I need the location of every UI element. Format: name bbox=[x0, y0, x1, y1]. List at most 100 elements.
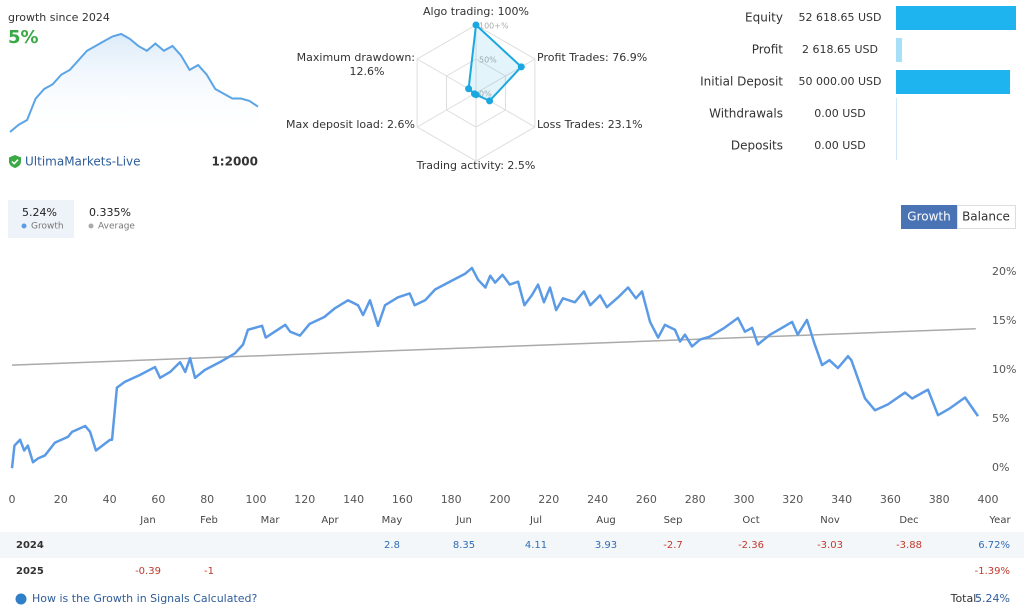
month-value: -2.36 bbox=[738, 540, 764, 551]
legend-summary: 0.335% bbox=[89, 206, 131, 219]
legend-label: Average bbox=[98, 222, 135, 232]
month-header: May bbox=[382, 515, 403, 526]
bar-label: Equity bbox=[745, 11, 783, 25]
bar-value-label: 2 618.65 USD bbox=[802, 43, 878, 56]
x-tick-label: 340 bbox=[831, 493, 852, 506]
bar-value-label: 50 000.00 USD bbox=[799, 75, 882, 88]
month-value: 3.93 bbox=[595, 540, 617, 551]
series-line bbox=[10, 266, 980, 469]
radar-label: Maximum drawdown: 12.6% bbox=[297, 51, 415, 78]
help-icon bbox=[15, 593, 27, 605]
month-header: Aug bbox=[596, 515, 616, 526]
bar-label: Withdrawals bbox=[709, 107, 783, 121]
x-tick-label: 380 bbox=[929, 493, 950, 506]
legend-label: Growth bbox=[31, 222, 64, 232]
month-header: Jul bbox=[529, 515, 542, 526]
month-header: Jun bbox=[455, 515, 472, 526]
radar-ring bbox=[416, 24, 536, 162]
x-tick-label: 120 bbox=[294, 493, 315, 506]
x-tick-label: 80 bbox=[200, 493, 214, 506]
radar-tick-label: 100+% bbox=[479, 22, 509, 31]
x-tick-label: 160 bbox=[392, 493, 413, 506]
growth-value: 5% bbox=[8, 27, 39, 48]
month-header: Sep bbox=[664, 515, 683, 526]
month-value: -3.88 bbox=[896, 540, 922, 551]
x-tick-label: 400 bbox=[978, 493, 999, 506]
x-tick-label: 20 bbox=[54, 493, 68, 506]
growth-label: growth since 2024 bbox=[8, 11, 110, 24]
bar-value-label: 52 618.65 USD bbox=[799, 11, 882, 24]
x-tick-label: 280 bbox=[685, 493, 706, 506]
series-line bbox=[11, 328, 976, 366]
leverage: 1:2000 bbox=[211, 155, 258, 169]
verified-icon bbox=[9, 155, 21, 168]
radar-point bbox=[472, 21, 480, 29]
tab-label[interactable]: Balance bbox=[962, 210, 1010, 224]
bar bbox=[896, 70, 1011, 94]
legend-swatch bbox=[88, 223, 94, 229]
radar-value: 100% bbox=[498, 5, 529, 18]
month-value: 4.11 bbox=[525, 540, 547, 551]
summary-active-bg bbox=[8, 200, 74, 238]
radar-label: Trading activity: 2.5% bbox=[416, 159, 536, 172]
month-header: Dec bbox=[899, 515, 918, 526]
radar-category: Profit Trades: bbox=[537, 51, 609, 64]
month-header: Feb bbox=[200, 515, 218, 526]
broker-link[interactable]: UltimaMarkets-Live bbox=[25, 155, 141, 169]
tab-active[interactable] bbox=[901, 205, 957, 229]
month-header: Apr bbox=[321, 515, 339, 526]
tab-label[interactable]: Growth bbox=[907, 210, 950, 224]
row-year: 2025 bbox=[16, 566, 44, 577]
y-tick-label: 0% bbox=[992, 461, 1009, 474]
radar-category: Loss Trades: bbox=[537, 118, 604, 131]
x-tick-label: 200 bbox=[490, 493, 511, 506]
radar-point bbox=[517, 63, 525, 71]
radar-label: Loss Trades: 23.1% bbox=[537, 118, 643, 131]
month-header: Mar bbox=[261, 515, 281, 526]
x-tick-label: 140 bbox=[343, 493, 364, 506]
radar-category: Algo trading: bbox=[423, 5, 494, 18]
bar-value-label: 0.00 USD bbox=[814, 139, 866, 152]
y-tick-label: 15% bbox=[992, 314, 1016, 327]
y-tick-label: 10% bbox=[992, 363, 1016, 376]
verified-check bbox=[11, 159, 19, 165]
radar-value: 23.1% bbox=[608, 118, 643, 131]
month-value: 2.8 bbox=[384, 540, 400, 551]
radar-label: Profit Trades: 76.9% bbox=[537, 51, 647, 64]
x-tick-label: 220 bbox=[538, 493, 559, 506]
month-header: Year bbox=[988, 515, 1011, 526]
sparkline-area bbox=[10, 34, 258, 138]
x-tick-label: 300 bbox=[734, 493, 755, 506]
x-tick-label: 180 bbox=[441, 493, 462, 506]
bar-value-label: 0.00 USD bbox=[814, 107, 866, 120]
radar-category: Trading activity: bbox=[416, 159, 504, 172]
year-total: -1.39% bbox=[975, 566, 1010, 577]
help-link[interactable]: How is the Growth in Signals Calculated? bbox=[32, 592, 258, 605]
tab[interactable] bbox=[957, 205, 1016, 229]
bar bbox=[896, 6, 1016, 30]
month-header: Nov bbox=[820, 515, 840, 526]
total-value: 5.24% bbox=[975, 592, 1010, 605]
x-tick-label: 100 bbox=[246, 493, 267, 506]
radar-value: 2.6% bbox=[387, 118, 415, 131]
x-tick-label: 0 bbox=[9, 493, 16, 506]
y-tick-label: 5% bbox=[992, 412, 1009, 425]
radar-value: 2.5% bbox=[507, 159, 535, 172]
month-value: 8.35 bbox=[453, 540, 475, 551]
month-value: -0.39 bbox=[135, 566, 161, 577]
radar-ring bbox=[446, 58, 506, 128]
x-tick-label: 360 bbox=[880, 493, 901, 506]
radar-value: 76.9% bbox=[612, 51, 647, 64]
radar-point bbox=[486, 97, 494, 105]
radar-point bbox=[470, 90, 478, 98]
radar-category: Max deposit load: bbox=[286, 118, 384, 131]
bar-label: Profit bbox=[752, 43, 784, 57]
legend-swatch bbox=[21, 223, 27, 229]
y-tick-label: 20% bbox=[992, 265, 1016, 278]
legend-summary: 5.24% bbox=[22, 206, 57, 219]
year-total: 6.72% bbox=[978, 540, 1010, 551]
radar-value: 12.6% bbox=[350, 65, 385, 78]
month-value: -3.03 bbox=[817, 540, 843, 551]
row-year: 2024 bbox=[16, 540, 44, 551]
